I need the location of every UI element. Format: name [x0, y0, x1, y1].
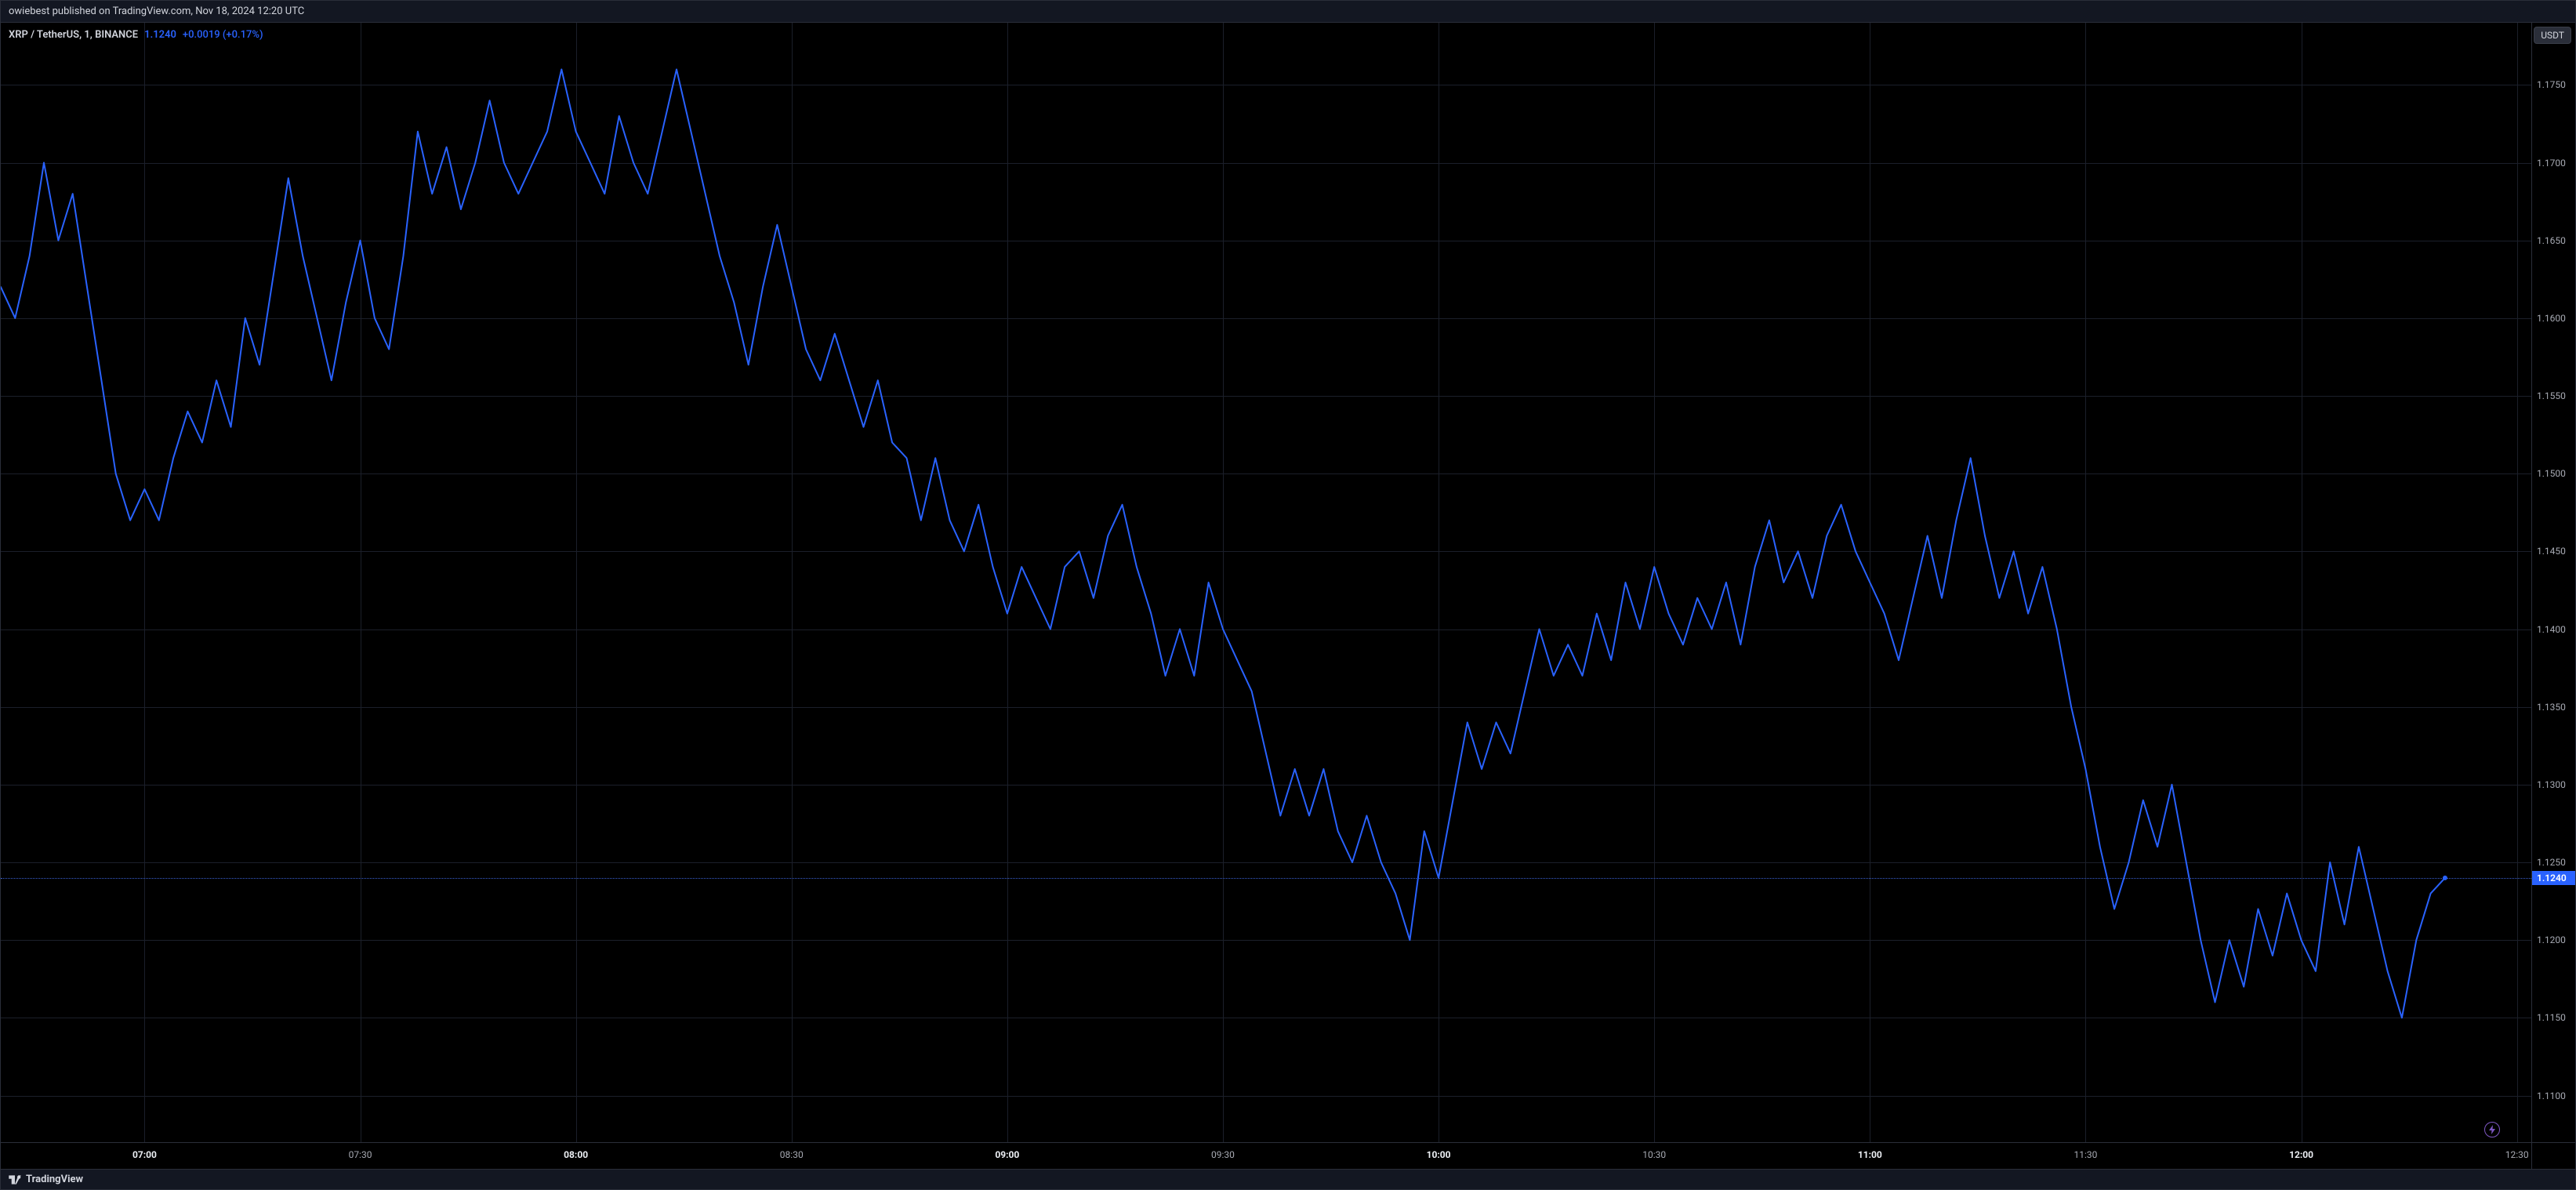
x-tick: 12:00 — [2289, 1149, 2313, 1160]
chart-frame: owiebest published on TradingView.com, N… — [0, 0, 2576, 1190]
symbol-legend: XRP / TetherUS, 1, BINANCE 1.1240 +0.001… — [9, 29, 263, 41]
y-tick: 1.1450 — [2537, 546, 2566, 557]
flash-icon[interactable] — [2484, 1122, 2500, 1137]
x-tick: 07:00 — [132, 1149, 157, 1160]
tradingview-logo-icon — [9, 1174, 21, 1186]
x-tick: 12:30 — [2505, 1149, 2529, 1160]
symbol-pair: XRP / TetherUS, 1, BINANCE — [9, 29, 138, 41]
y-tick: 1.1200 — [2537, 934, 2566, 945]
currency-badge[interactable]: USDT — [2534, 27, 2571, 44]
x-tick: 07:30 — [349, 1149, 372, 1160]
current-price-tag: 1.1240 — [2532, 871, 2575, 885]
x-tick: 09:30 — [1211, 1149, 1235, 1160]
y-tick: 1.1600 — [2537, 313, 2566, 324]
price-axis[interactable]: USDT 1.1750 1.1700 1.1650 1.1600 1.1550 1.150… — [2531, 23, 2575, 1142]
x-tick: 08:00 — [564, 1149, 588, 1160]
y-tick: 1.1250 — [2537, 857, 2566, 868]
y-tick: 1.1700 — [2537, 158, 2566, 169]
symbol-last-price: 1.1240 — [144, 29, 176, 41]
time-axis-pad — [2531, 1143, 2575, 1169]
x-tick: 11:30 — [2073, 1149, 2097, 1160]
y-tick: 1.1400 — [2537, 624, 2566, 635]
publish-text: owiebest published on TradingView.com, N… — [9, 5, 304, 17]
chart-main: XRP / TetherUS, 1, BINANCE 1.1240 +0.001… — [1, 23, 2575, 1142]
y-tick: 1.1300 — [2537, 779, 2566, 790]
y-tick: 1.1550 — [2537, 390, 2566, 401]
y-tick: 1.1750 — [2537, 79, 2566, 90]
x-tick: 11:00 — [1858, 1149, 1882, 1160]
x-tick: 09:00 — [995, 1149, 1019, 1160]
plot-surface[interactable] — [1, 23, 2531, 1142]
time-axis-row: 07:00 07:30 08:00 08:30 09:00 09:30 10:00 10:30… — [1, 1142, 2575, 1169]
x-tick: 10:30 — [1642, 1149, 1666, 1160]
symbol-change: +0.0019 (+0.17%) — [183, 29, 263, 41]
y-tick: 1.1150 — [2537, 1012, 2566, 1023]
y-tick: 1.1100 — [2537, 1090, 2566, 1101]
y-tick: 1.1350 — [2537, 702, 2566, 713]
publish-bar: owiebest published on TradingView.com, N… — [1, 1, 2575, 23]
chart-plot-area[interactable]: XRP / TetherUS, 1, BINANCE 1.1240 +0.001… — [1, 23, 2531, 1142]
footer-brand-text: TradingView — [26, 1174, 83, 1185]
y-tick: 1.1650 — [2537, 235, 2566, 246]
y-tick: 1.1500 — [2537, 468, 2566, 479]
x-tick: 08:30 — [780, 1149, 804, 1160]
price-line-series — [1, 23, 2531, 1142]
footer-bar: TradingView — [1, 1169, 2575, 1189]
x-tick: 10:00 — [1427, 1149, 1451, 1160]
time-axis[interactable]: 07:00 07:30 08:00 08:30 09:00 09:30 10:00 10:30… — [1, 1143, 2531, 1169]
